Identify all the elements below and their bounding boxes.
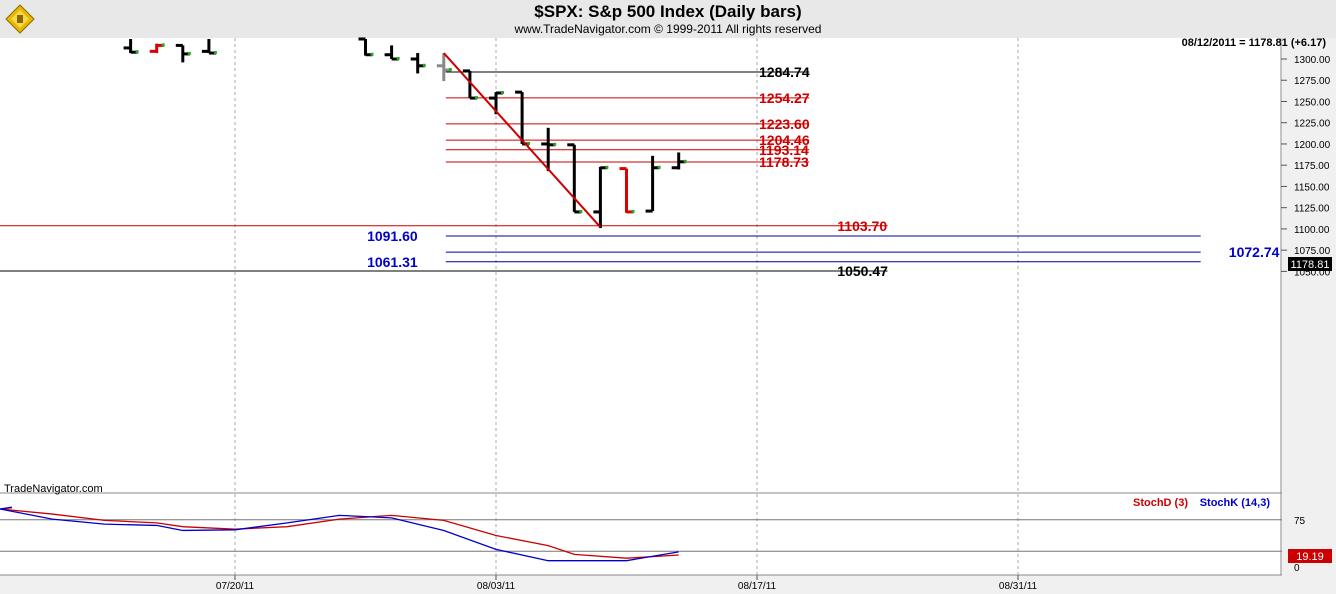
date-tick-label: 08/03/11 xyxy=(477,581,516,592)
price-bars xyxy=(123,37,687,229)
bar-close-marker xyxy=(657,165,661,169)
ohlc-bar xyxy=(541,127,557,172)
level-label: 1178.73 xyxy=(759,154,809,170)
trade-navigator-logo xyxy=(5,4,35,34)
watermark-text: TradeNavigator.com xyxy=(4,483,103,495)
bar-close-marker xyxy=(187,51,191,55)
stoch-value-label: 19.19 xyxy=(1296,551,1324,563)
chart-header: $SPX: S&p 500 Index (Daily bars) www.Tra… xyxy=(0,0,1336,38)
price-axis-ticks: 1300.00 1275.00 1250.00 1225.00 1200.00 1175.… xyxy=(1281,55,1331,278)
price-tick-label: 1050.00 xyxy=(1294,267,1331,278)
chart-title: $SPX: S&p 500 Index (Daily bars) xyxy=(534,2,802,21)
level-label: 1091.60 xyxy=(367,228,418,244)
stoch-line xyxy=(0,506,679,562)
date-axis-panel xyxy=(0,575,1336,594)
bar-close-marker xyxy=(422,63,426,67)
price-axis-panel xyxy=(1282,38,1336,594)
stoch-tick-label: 75 xyxy=(1294,516,1306,527)
ohlc-bar xyxy=(462,69,478,100)
bar-close-marker xyxy=(501,90,504,94)
date-tick-label: 07/20/11 xyxy=(216,581,255,592)
trendline xyxy=(443,52,602,228)
level-label: 1072.74 xyxy=(1229,244,1280,260)
level-label: 1193.14 xyxy=(759,142,809,158)
price-tick-label: 1300.00 xyxy=(1294,55,1331,66)
price-tick-label: 1275.00 xyxy=(1294,76,1331,87)
bar-close-marker xyxy=(553,142,557,146)
bar-close-marker xyxy=(527,141,531,145)
level-label: 1103.70 xyxy=(837,218,887,234)
ohlc-bar xyxy=(619,167,635,214)
ohlc-bar xyxy=(593,165,609,229)
ohlc-bar xyxy=(149,43,165,54)
stoch-tick-label: 0 xyxy=(1294,563,1300,574)
bar-close-marker xyxy=(370,52,374,56)
date-tick-label: 08/17/11 xyxy=(738,581,777,592)
last-price-label: 1178.81 xyxy=(1291,259,1330,271)
ohlc-bar xyxy=(201,39,217,55)
price-tick-label: 1125.00 xyxy=(1294,204,1330,215)
level-label: 1204.46 xyxy=(759,132,810,148)
ohlc-bar xyxy=(358,37,374,57)
bar-close-marker xyxy=(161,43,165,47)
price-tick-label: 1200.00 xyxy=(1294,140,1331,151)
level-label: 1284.74 xyxy=(759,64,810,80)
date-axis-ticks: 07/20/11 08/03/11 08/17/11 08/31/11 xyxy=(216,575,1038,592)
price-tick-label: 1250.00 xyxy=(1294,97,1331,108)
ohlc-bar xyxy=(671,152,687,170)
grid-lines xyxy=(234,38,1019,575)
stoch-value-badge xyxy=(1288,549,1332,563)
date-tick-label: 08/31/11 xyxy=(999,581,1038,592)
stochastic-panel: 75 0 xyxy=(0,506,1306,574)
trendline-layer xyxy=(443,52,602,228)
price-tick-label: 1075.00 xyxy=(1294,246,1331,257)
bar-close-marker xyxy=(135,50,139,54)
ohlc-bar xyxy=(123,39,139,54)
level-label: 1050.47 xyxy=(837,263,888,279)
legend-stochd: StochD (3) xyxy=(1133,497,1188,509)
bar-close-marker xyxy=(579,209,583,213)
price-tick-label: 1175.00 xyxy=(1294,161,1330,172)
bar-close-marker xyxy=(213,51,217,55)
copyright-text: www.TradeNavigator.com © 1999-2011 All r… xyxy=(514,22,822,36)
ohlc-bar xyxy=(384,45,400,61)
last-price-badge xyxy=(1288,257,1332,271)
price-tick-label: 1150.00 xyxy=(1294,182,1330,193)
bar-close-marker xyxy=(448,68,452,72)
ohlc-bar xyxy=(567,143,583,214)
price-tick-label: 1225.00 xyxy=(1294,119,1331,130)
status-readout: 08/12/2011 = 1178.81 (+6.17) xyxy=(1182,37,1327,49)
bar-close-marker xyxy=(605,165,609,169)
level-label: 1254.27 xyxy=(759,90,810,106)
level-label: 1061.31 xyxy=(367,254,418,270)
bar-close-marker xyxy=(396,57,400,60)
ohlc-bar xyxy=(645,155,661,213)
bar-close-marker xyxy=(474,96,478,100)
level-label: 1223.60 xyxy=(759,116,810,132)
legend-stochk: StochK (14,3) xyxy=(1200,497,1271,509)
ohlc-bar xyxy=(436,53,452,82)
ohlc-bar xyxy=(515,90,531,146)
stoch-line xyxy=(0,507,679,559)
ohlc-bar xyxy=(410,53,426,74)
retracement-labels: 1284.74 1254.27 1223.601204.461193.141178.… xyxy=(367,64,1280,279)
bar-close-marker xyxy=(683,159,687,163)
price-tick-label: 1100.00 xyxy=(1294,225,1330,236)
bar-close-marker xyxy=(631,209,635,213)
ohlc-bar xyxy=(175,43,191,63)
